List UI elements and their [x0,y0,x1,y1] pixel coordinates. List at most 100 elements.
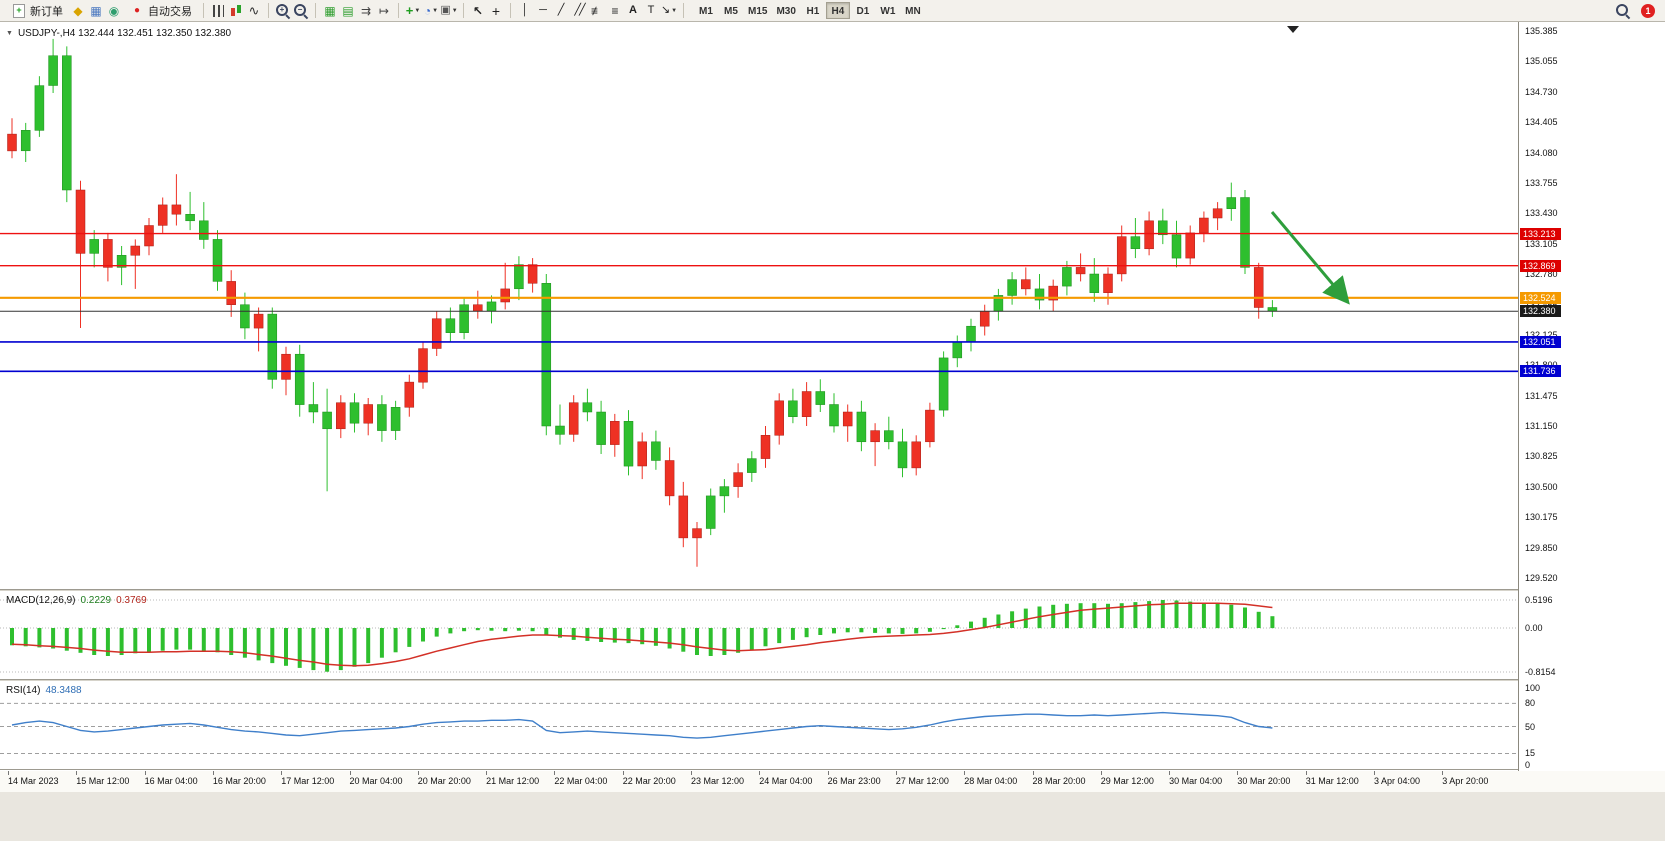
price-chart-canvas[interactable] [0,22,1518,589]
price-scale-label: 133.430 [1525,208,1558,219]
indicators-icon[interactable]: + ▼ [405,3,421,18]
channel-icon[interactable]: ╱╱ [574,4,585,16]
timeframe-mn[interactable]: MN [901,2,925,19]
chart-shift-marker[interactable] [1287,26,1299,33]
chevron-down-icon: ▼ [414,7,421,14]
cursor-icon[interactable]: ↖ [472,3,484,18]
time-axis-tick [8,771,9,775]
candle [116,255,127,268]
timeframe-h4[interactable]: H4 [825,2,850,19]
tile-windows-icon[interactable]: ▦ [324,3,336,18]
candlestick-chart-icon[interactable] [228,3,244,19]
market-watch-icon[interactable]: ▦ [90,3,102,18]
macd-canvas[interactable] [0,592,1518,679]
navigator-icon[interactable]: ◉ [108,3,120,18]
arrows-icon[interactable]: ↘ ▼ [660,4,678,16]
candle [34,85,45,131]
chart-shift-icon[interactable]: ↦ [378,3,390,18]
macd-histogram-bar [695,628,699,655]
macd-histogram-bar [311,628,316,671]
new-chart-icon[interactable]: ▤ [342,3,354,18]
text-icon[interactable]: A [629,4,637,16]
price-scale-label: 132.125 [1525,329,1558,340]
macd-histogram-bar [558,628,562,638]
new-order-button[interactable]: + 新订单 [6,2,68,20]
search-icon[interactable] [1615,3,1631,19]
macd-histogram-bar [845,628,850,633]
price-scale-label: 133.105 [1525,238,1558,249]
bar-chart-icon[interactable] [210,3,226,19]
time-axis-label: 15 Mar 12:00 [76,776,130,786]
auto-trading-button[interactable]: ● 自动交易 [124,2,197,20]
candle [336,402,346,430]
one-click-trading-toggle[interactable]: ▼ [6,30,13,37]
trendline-icon[interactable]: ╱ [557,4,565,16]
price-scale-label: 133.755 [1525,177,1558,188]
price-scale-label: 130.175 [1525,512,1558,523]
candle [308,404,319,413]
zoom-in-icon[interactable]: + [275,3,291,19]
window-bottom-area [0,792,1665,841]
price-scale-label: 131.475 [1525,390,1558,401]
horizontal-line-icon[interactable]: ─ [539,4,547,16]
time-axis-label: 23 Mar 12:00 [691,776,745,786]
macd-histogram-bar [489,628,494,631]
panel-divider[interactable] [0,679,1665,682]
time-axis-tick [759,771,761,775]
time-axis-label: 31 Mar 12:00 [1305,776,1359,786]
auto-scroll-icon[interactable]: ⇉ [360,3,372,18]
vertical-line-icon[interactable]: │ [521,4,529,16]
macd-histogram-bar [379,628,384,658]
line-chart-icon[interactable]: ∿ [248,3,260,18]
shapes-icon[interactable]: ≡ [611,3,619,18]
price-scale[interactable]: 133.213 132.869 132.524 132.380 132.051 131.7… [1518,22,1665,771]
label-icon[interactable]: T [647,4,655,16]
candle [719,486,730,497]
macd-histogram-bar [229,628,234,655]
fibonacci-icon[interactable]: ≢ [591,3,603,18]
timeframe-m1[interactable]: M1 [694,2,718,19]
time-axis-tick [1305,771,1307,775]
candle [1130,236,1141,249]
macd-panel[interactable]: MACD(12,26,9) 0.2229 0.3769 [0,592,1518,679]
zoom-out-icon[interactable]: − [293,3,309,19]
time-axis-label: 20 Mar 04:00 [349,776,403,786]
candle [226,281,236,305]
rsi-canvas[interactable] [0,682,1518,769]
timeframe-m30[interactable]: M30 [772,2,799,19]
candle [349,402,360,424]
candle [390,407,401,431]
timeframe-h1[interactable]: H1 [801,2,825,19]
time-axis-tick [1100,771,1102,775]
periods-icon[interactable]: ◔ ▼ [423,3,439,18]
crosshair-icon[interactable]: + [491,2,501,19]
price-chart-panel[interactable]: ▼ USDJPY-,H4 132.444 132.451 132.350 132… [0,22,1518,589]
toolbar-separator [398,3,399,18]
candle [103,239,113,268]
timeframe-toolbar: M1 M5 M15 M30 H1 H4 D1 W1 MN [694,2,925,19]
time-axis-label: 21 Mar 12:00 [486,776,540,786]
macd-histogram-bar [1092,603,1097,628]
timeframe-m5[interactable]: M5 [719,2,743,19]
macd-histogram-bar [790,628,795,640]
templates-icon[interactable]: ▣ ▼ [440,4,458,16]
charts-icon[interactable]: ◆ [73,3,83,18]
rsi-panel[interactable]: RSI(14) 48.3488 [0,682,1518,769]
macd-histogram-bar [1106,603,1110,629]
trend-arrow-annotation[interactable] [1270,211,1350,305]
panel-divider[interactable] [0,589,1665,592]
timeframe-m15[interactable]: M15 [744,2,771,19]
timeframe-w1[interactable]: W1 [876,2,900,19]
notification-badge[interactable]: 1 [1641,3,1655,18]
macd-histogram-bar [407,628,412,647]
toolbar-separator [510,3,511,18]
candle [157,204,168,226]
macd-histogram-bar [1270,616,1275,629]
candle [527,264,538,284]
time-axis-label: 30 Mar 04:00 [1169,776,1223,786]
candle [1034,288,1045,301]
time-axis-tick [1032,771,1034,775]
timeframe-d1[interactable]: D1 [851,2,875,19]
time-axis[interactable]: 14 Mar 2023 15 Mar 12:00 16 Mar 04:00 16 Ma… [0,771,1665,792]
